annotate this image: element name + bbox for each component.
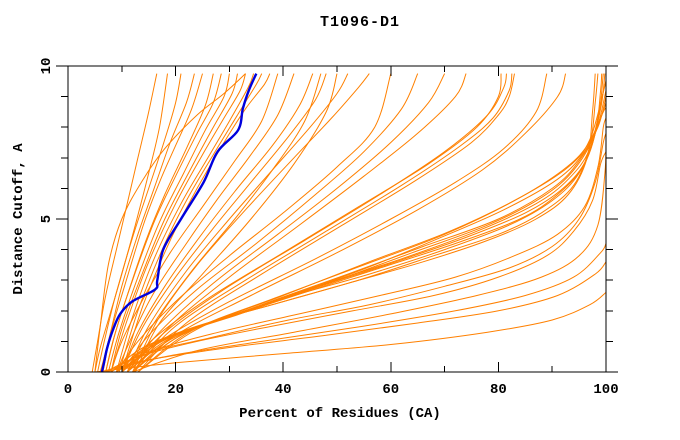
- model-curve: [110, 133, 606, 372]
- x-tick-label-100: 100: [593, 382, 618, 398]
- model-curves-group: [91, 73, 606, 372]
- model-curve: [121, 73, 548, 372]
- model-curve: [105, 151, 606, 372]
- model-curve: [134, 73, 338, 372]
- model-curve: [115, 73, 295, 372]
- model-curve: [121, 73, 502, 372]
- chart-title: T1096-D1: [319, 14, 400, 31]
- x-axis-label: Percent of Residues (CA): [239, 406, 441, 422]
- model-curve: [116, 117, 606, 372]
- x-tick-label-60: 60: [382, 382, 399, 398]
- model-curve: [105, 73, 222, 372]
- model-curve: [121, 73, 606, 372]
- y-tick-label-10: 10: [39, 58, 55, 75]
- model-curve: [102, 73, 203, 372]
- axes: [56, 65, 618, 373]
- curves-layer: [91, 73, 606, 372]
- model-curve: [115, 73, 255, 372]
- model-curve: [132, 142, 606, 372]
- model-curve: [137, 78, 606, 372]
- model-curve: [110, 73, 279, 372]
- model-curve: [110, 73, 238, 372]
- x-tick-label-40: 40: [275, 382, 292, 398]
- x-tick-label-20: 20: [167, 382, 184, 398]
- highlighted-model-curves-group: [100, 73, 258, 372]
- model-curve: [110, 73, 246, 372]
- model-curve: [97, 73, 182, 372]
- model-curve: [132, 73, 370, 372]
- tick-labels: 0 20 40 60 80 100 0 5 10: [39, 58, 619, 398]
- model-curve: [118, 73, 263, 372]
- model-curve: [126, 73, 446, 372]
- y-tick-label-5: 5: [39, 215, 55, 223]
- model-curve: [105, 243, 606, 372]
- model-curve: [121, 73, 327, 372]
- model-curve: [91, 73, 158, 372]
- y-tick-label-0: 0: [39, 368, 55, 376]
- model-curve: [121, 73, 271, 372]
- model-curve: [132, 73, 467, 372]
- x-tick-label-80: 80: [490, 382, 507, 398]
- model-curve: [107, 73, 230, 372]
- model-curve: [137, 73, 515, 372]
- model-curve: [121, 73, 314, 372]
- model-curve: [121, 73, 419, 372]
- model-curve: [94, 73, 246, 372]
- highlighted-model-curve: [100, 73, 258, 372]
- model-curve: [132, 102, 606, 372]
- model-curve: [100, 261, 606, 372]
- model-curve: [132, 73, 567, 372]
- model-curve: [126, 73, 507, 372]
- x-tick-label-0: 0: [64, 382, 72, 398]
- model-curve: [126, 73, 349, 372]
- model-curve: [132, 73, 513, 372]
- model-curve: [116, 73, 392, 372]
- model-curve: [94, 292, 606, 372]
- model-curve: [132, 96, 606, 372]
- model-curve: [137, 107, 606, 372]
